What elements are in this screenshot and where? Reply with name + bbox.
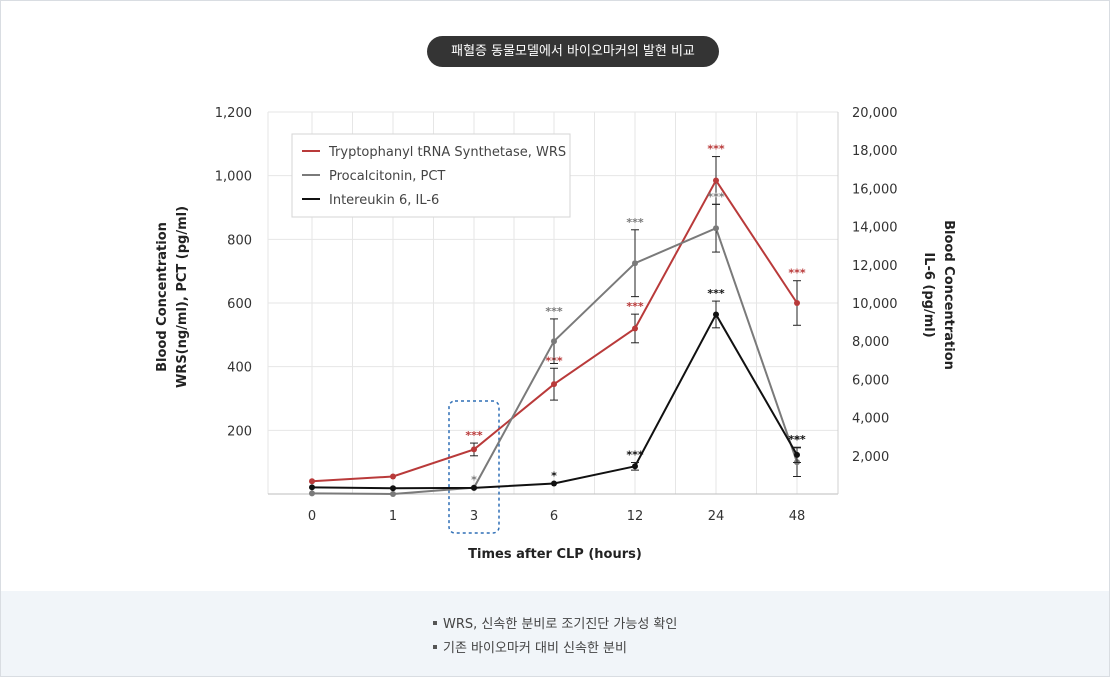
data-point: [471, 484, 477, 491]
x-tick-label: 0: [308, 509, 316, 524]
y-right-tick-label: 8,000: [852, 335, 889, 350]
y-right-tick-label: 6,000: [852, 373, 889, 388]
data-point: [713, 225, 719, 232]
legend-box: [291, 133, 571, 218]
significance-label: ***: [788, 267, 806, 280]
significance-label: ***: [626, 448, 644, 461]
significance-label: *: [551, 469, 557, 482]
x-tick-label: 12: [627, 509, 644, 524]
x-axis-title: Times after CLP (hours): [468, 547, 642, 562]
y-right-tick-label: 14,000: [852, 221, 898, 236]
y-left-tick-label: 800: [227, 233, 252, 248]
significance-label: ***: [788, 433, 806, 446]
note-1-text: WRS, 신속한 분비로 조기진단 가능성 확인: [443, 617, 678, 632]
significance-label: ***: [707, 143, 725, 156]
data-point: [551, 338, 557, 345]
y-right-tick-label: 16,000: [852, 182, 898, 197]
significance-label: ***: [626, 216, 644, 229]
legend-label-1: Procalcitonin, PCT: [329, 169, 445, 184]
note-1: WRS, 신속한 분비로 조기진단 가능성 확인: [433, 613, 677, 632]
y-left-tick-label: 200: [227, 424, 252, 439]
data-point: [309, 478, 315, 485]
significance-label: ***: [707, 190, 725, 203]
data-point: [794, 300, 800, 306]
line-chart: 200 400 600 800 1,000 1,200 2,000 4,000 6,000 8,0…: [155, 106, 956, 562]
significance-label: ***: [707, 287, 725, 300]
legend-label-0: Tryptophanyl tRNA Synthetase, WRS: [328, 145, 566, 160]
significance-label: ***: [545, 305, 563, 318]
y-left-axis-title-line1: Blood Concentration: [155, 222, 170, 372]
y-right-tick-label: 18,000: [852, 144, 898, 159]
data-point: [713, 311, 719, 318]
significance-label: *: [471, 474, 477, 487]
significance-label: ***: [465, 429, 483, 442]
note-2: 기존 바이오마커 대비 신속한 분비: [433, 637, 627, 656]
y-left-tick-label: 1,200: [215, 106, 252, 121]
highlight-box-3h: [448, 400, 500, 534]
chart-title: 패혈증 동물모델에서 바이오마커의 발현 비교: [427, 36, 719, 67]
data-point: [794, 451, 800, 458]
x-tick-label: 48: [789, 509, 806, 524]
y-left-tick-label: 400: [227, 361, 252, 376]
legend-label-2: Intereukin 6, IL-6: [329, 193, 439, 208]
data-point: [390, 485, 396, 492]
x-tick-label: 6: [550, 509, 558, 524]
y-right-tick-label: 12,000: [852, 259, 898, 274]
data-point: [551, 480, 557, 487]
data-point: [632, 260, 638, 267]
y-left-tick-label: 1,000: [215, 170, 252, 185]
note-2-text: 기존 바이오마커 대비 신속한 분비: [443, 641, 627, 656]
x-tick-label: 3: [470, 509, 478, 524]
y-right-tick-label: 2,000: [852, 450, 889, 465]
data-point: [471, 446, 477, 453]
data-point: [309, 484, 315, 491]
y-right-tick-label: 10,000: [852, 297, 898, 312]
y-right-tick-label: 20,000: [852, 106, 898, 121]
data-point: [632, 463, 638, 470]
notes-panel: WRS, 신속한 분비로 조기진단 가능성 확인 기존 바이오마커 대비 신속한…: [1, 591, 1109, 676]
y-left-tick-label: 600: [227, 297, 252, 312]
y-right-axis-title-line1: Blood Concentration: [941, 220, 956, 370]
data-point: [713, 177, 719, 184]
significance-label: ***: [626, 300, 644, 313]
x-tick-label: 24: [708, 509, 725, 524]
y-right-tick-label: 4,000: [852, 412, 889, 427]
x-tick-label: 1: [389, 509, 397, 524]
data-point: [390, 473, 396, 480]
significance-label: *: [794, 434, 800, 447]
data-point: [551, 381, 557, 388]
data-point: [390, 491, 396, 497]
y-left-axis-title-line2: WRS(ng/ml), PCT (pg/ml): [175, 206, 190, 388]
data-point: [632, 325, 638, 332]
data-point: [309, 490, 315, 497]
y-right-axis-title-line2: IL-6 (pg/ml): [921, 252, 936, 337]
